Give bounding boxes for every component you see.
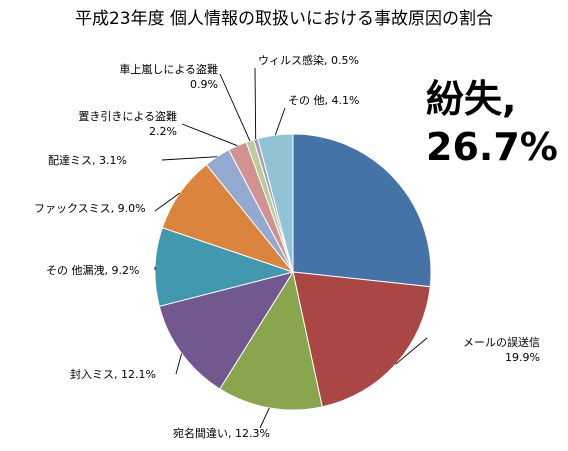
leader-line-8	[219, 73, 251, 142]
data-label-7-category: 置き引きによる盗難	[78, 109, 177, 123]
data-label-10: その 他, 4.1%	[288, 94, 359, 107]
leader-line-7	[181, 123, 238, 147]
leader-line-10	[274, 107, 286, 136]
chart-title: 平成23年度 個人情報の取扱いにおける事故原因の割合	[75, 9, 493, 29]
data-label-1-category: メールの誤送信	[463, 335, 540, 349]
leader-line-1	[395, 337, 428, 365]
data-label-4: その 他漏洩, 9.2%	[46, 263, 139, 277]
pie-slice-2	[219, 270, 323, 411]
data-label-9: ウィルス感染, 0.5%	[258, 53, 359, 67]
data-label-0-category: 紛失,	[426, 77, 516, 121]
data-label-6: 配達ミス, 3.1%	[48, 154, 127, 167]
data-label-8-value: 0.9%	[190, 78, 218, 91]
data-labels-group: 紛失,26.7% メールの誤送信 19.9% 宛名間違い, 12.3% 封入ミス, 12…	[34, 53, 558, 440]
leader-line-2	[259, 407, 270, 429]
leader-line-9	[254, 67, 257, 140]
data-label-0-value: 26.7%	[426, 125, 558, 169]
leader-line-3	[175, 353, 183, 375]
data-label-1-value: 19.9%	[505, 351, 540, 364]
pie-slice-10	[257, 133, 294, 273]
data-label-2: 宛名間違い, 12.3%	[173, 426, 270, 440]
pie-slice-1	[292, 271, 431, 408]
pie-slice-0	[292, 133, 432, 288]
slices-group	[154, 133, 432, 411]
data-label-8-category: 車上嵐しによる盗難	[119, 62, 218, 76]
data-label-5: ファックスミス, 9.0%	[34, 202, 146, 215]
leader-line-6	[161, 156, 218, 161]
data-label-3: 封入ミス, 12.1%	[70, 367, 156, 381]
leader-line-5	[154, 192, 181, 212]
data-label-7-value: 2.2%	[149, 125, 177, 138]
leader-lines-group	[154, 67, 428, 429]
pie-slice-3	[158, 271, 295, 390]
